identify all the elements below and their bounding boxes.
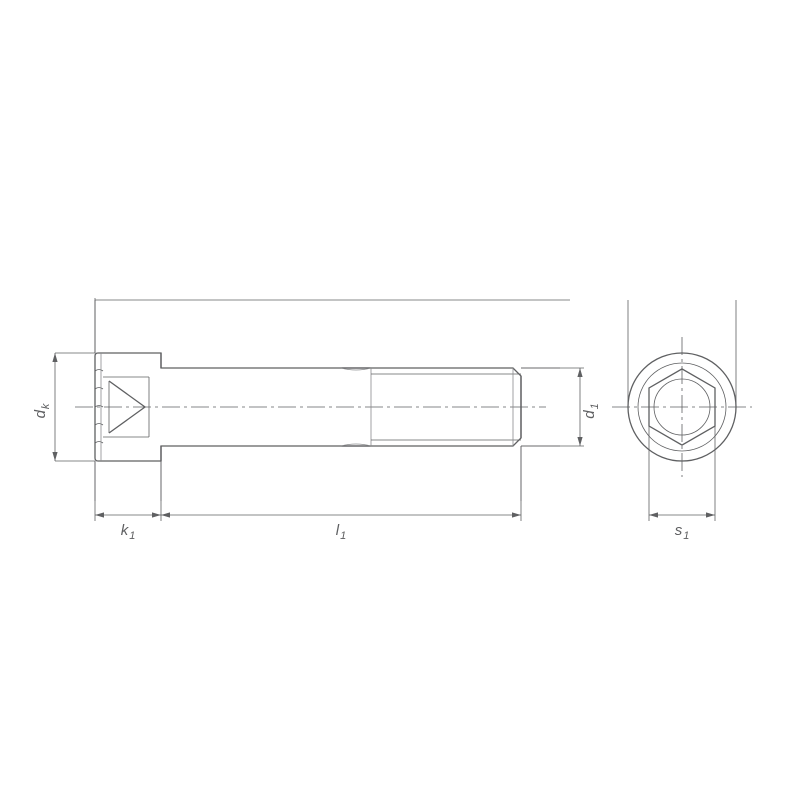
drawing-canvas: dk d1 k1 l1 s1 xyxy=(0,0,800,800)
svg-text:l1: l1 xyxy=(336,522,346,542)
label-k1: k1 xyxy=(121,522,136,542)
svg-text:d1: d1 xyxy=(581,403,601,418)
svg-text:s1: s1 xyxy=(675,522,690,542)
label-l1: l1 xyxy=(336,522,346,542)
figure-bounds xyxy=(0,0,800,800)
label-d1: d1 xyxy=(581,403,601,418)
svg-text:k1: k1 xyxy=(121,522,136,542)
label-dk: dk xyxy=(32,403,52,418)
svg-text:dk: dk xyxy=(32,403,52,418)
label-s1: s1 xyxy=(675,522,690,542)
